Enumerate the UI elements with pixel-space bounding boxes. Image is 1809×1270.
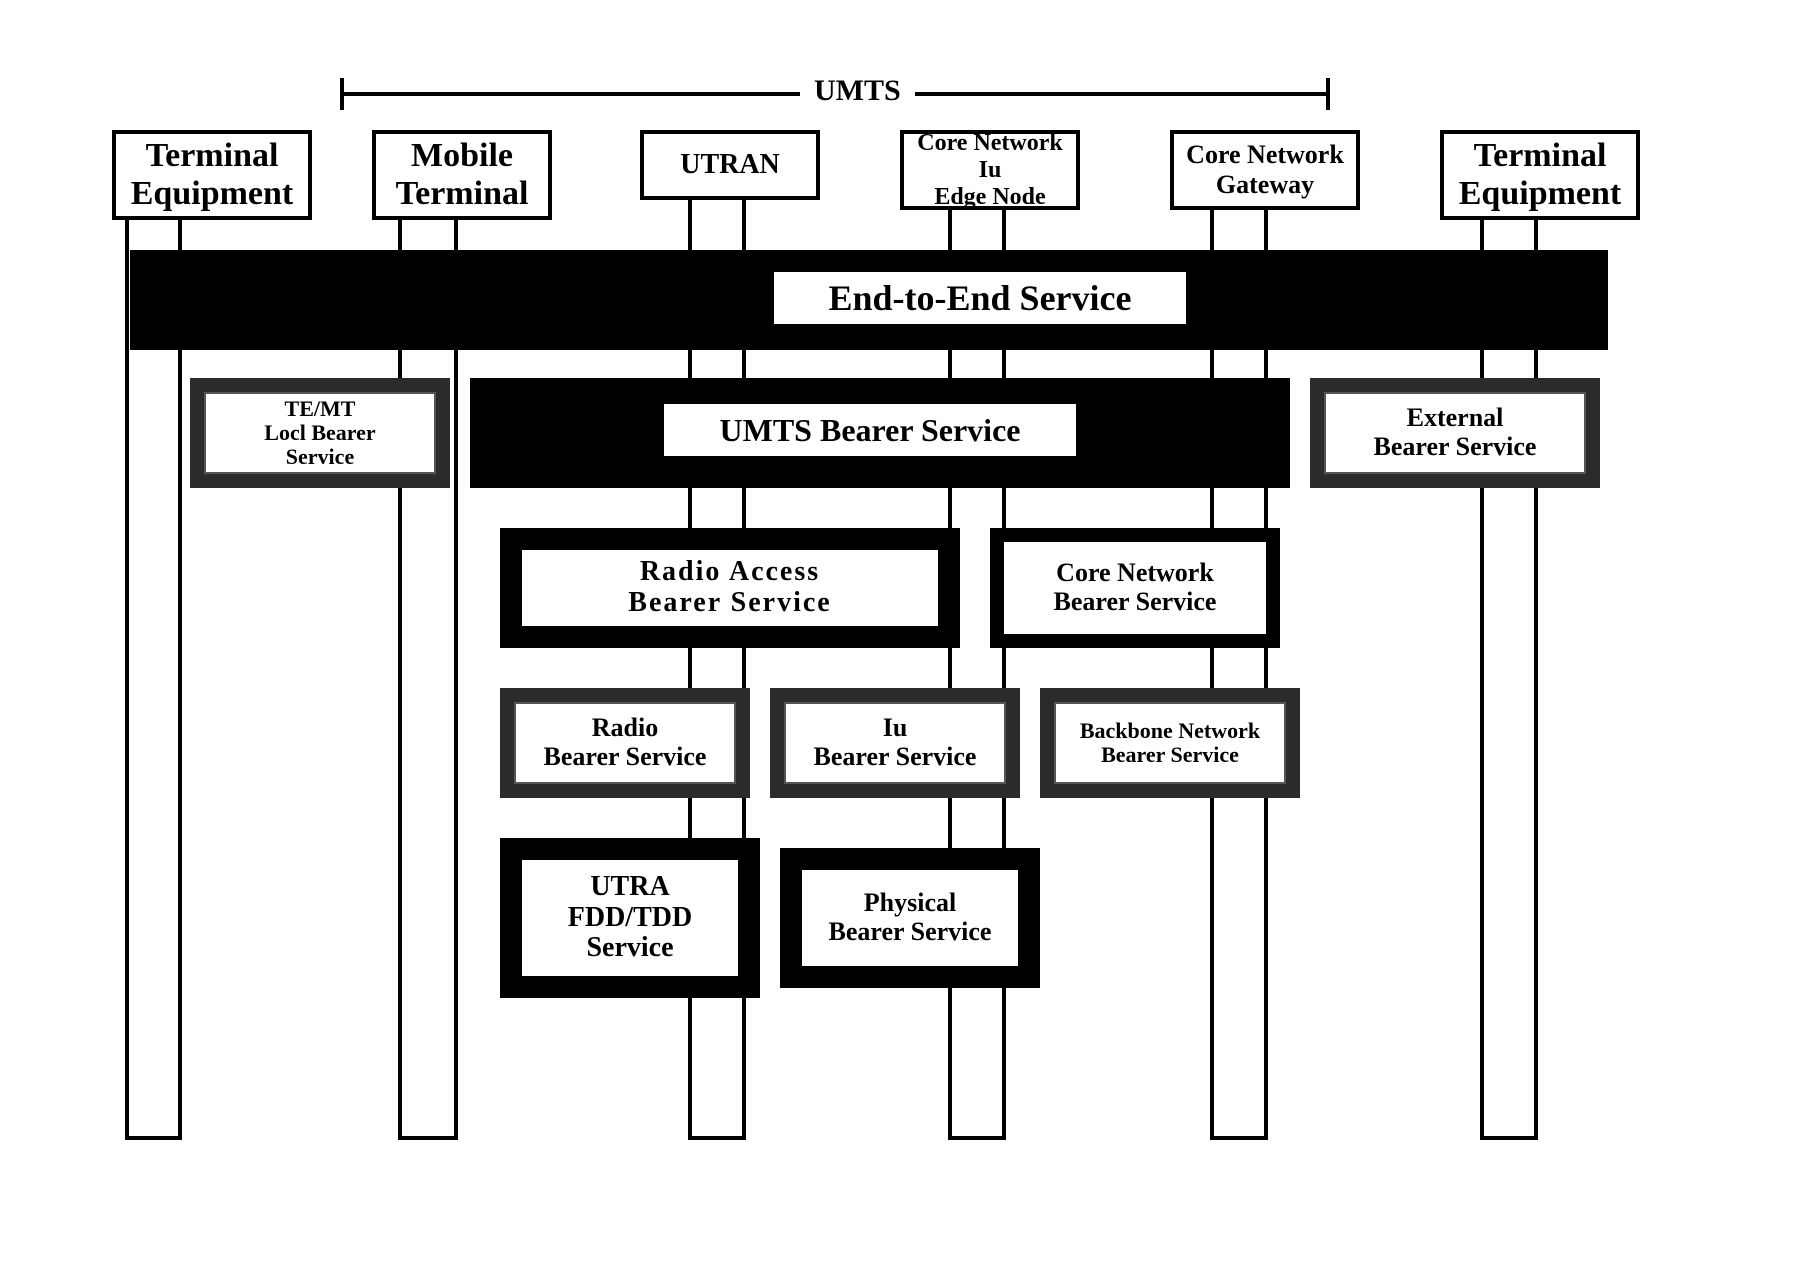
- label: Service: [586, 933, 673, 964]
- label: Iu: [883, 714, 908, 743]
- label: Bearer Service: [1374, 433, 1537, 462]
- backbone-network-bearer-service: Backbone Network Bearer Service: [1040, 688, 1300, 798]
- label: TE/MT: [285, 397, 356, 421]
- label: Bearer Service: [628, 588, 831, 619]
- label: Radio Access: [640, 557, 820, 588]
- col-header-terminal-equipment-1: Terminal Equipment: [112, 130, 312, 220]
- label: Core Network Iu: [914, 130, 1066, 184]
- radio-access-bearer-service: Radio Access Bearer Service: [500, 528, 960, 648]
- col-bottom: [1480, 1136, 1538, 1140]
- col-header-mobile-terminal: Mobile Terminal: [372, 130, 552, 220]
- umts-span-tick-right: [1326, 78, 1330, 110]
- physical-bearer-service: Physical Bearer Service: [780, 848, 1040, 988]
- label: Equipment: [1459, 175, 1622, 213]
- label: Core Network: [1056, 559, 1214, 588]
- radio-bearer-service: Radio Bearer Service: [500, 688, 750, 798]
- label: Equipment: [131, 175, 294, 213]
- te-mt-local-bearer-service: TE/MT Locl Bearer Service: [190, 378, 450, 488]
- label: Terminal: [396, 175, 529, 213]
- label: FDD/TDD: [568, 903, 692, 934]
- label: Bearer Service: [1054, 588, 1217, 617]
- end-to-end-service-label: End-to-End Service: [770, 268, 1190, 328]
- umts-span-label: UMTS: [800, 74, 915, 108]
- label: UTRAN: [680, 149, 780, 181]
- col-header-core-network-iu: Core Network Iu Edge Node: [900, 130, 1080, 210]
- label: Physical: [864, 889, 956, 918]
- iu-bearer-service: Iu Bearer Service: [770, 688, 1020, 798]
- umts-span-tick-left: [340, 78, 344, 110]
- label: Bearer Service: [1101, 743, 1239, 767]
- umts-bearer-architecture-diagram: UMTS Terminal Equipment Mobile Terminal …: [0, 0, 1809, 1270]
- col-bottom: [398, 1136, 458, 1140]
- label: Locl Bearer: [264, 421, 375, 445]
- label: Gateway: [1216, 170, 1314, 200]
- label: Core Network: [1186, 140, 1344, 170]
- label: External: [1407, 404, 1504, 433]
- col-header-terminal-equipment-2: Terminal Equipment: [1440, 130, 1640, 220]
- col-bottom: [948, 1136, 1006, 1140]
- col-header-utran: UTRAN: [640, 130, 820, 200]
- col-header-core-network-gateway: Core Network Gateway: [1170, 130, 1360, 210]
- label: Edge Node: [934, 184, 1045, 211]
- label: Bearer Service: [544, 743, 707, 772]
- utra-fdd-tdd-service: UTRA FDD/TDD Service: [500, 838, 760, 998]
- label: Bearer Service: [814, 743, 977, 772]
- label: UTRA: [590, 872, 669, 903]
- label: Terminal: [1474, 137, 1607, 175]
- col-line: [125, 130, 129, 1140]
- umts-bearer-service-label: UMTS Bearer Service: [660, 400, 1080, 460]
- external-bearer-service: External Bearer Service: [1310, 378, 1600, 488]
- col-bottom: [125, 1136, 182, 1140]
- core-network-bearer-service: Core Network Bearer Service: [990, 528, 1280, 648]
- label: Bearer Service: [829, 918, 992, 947]
- label: Terminal: [146, 137, 279, 175]
- label: Service: [286, 445, 354, 469]
- label: Radio: [592, 714, 658, 743]
- label: Mobile: [411, 137, 513, 175]
- label: Backbone Network: [1080, 719, 1260, 743]
- col-bottom: [1210, 1136, 1268, 1140]
- col-bottom: [688, 1136, 746, 1140]
